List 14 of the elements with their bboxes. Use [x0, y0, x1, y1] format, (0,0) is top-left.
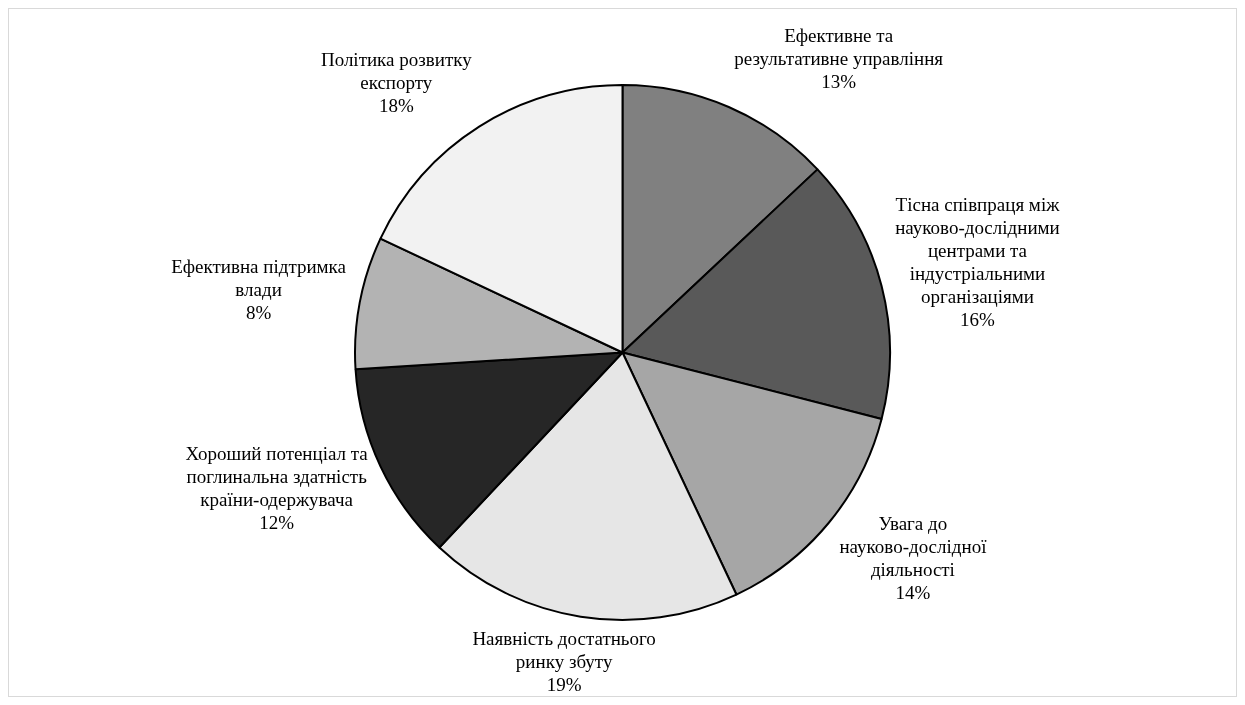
slice-label: Увага до науково-дослідної діяльності: [839, 512, 988, 580]
slice-label: Хороший потенціал та поглинальна здатність країни-одержувача: [185, 443, 369, 511]
slice-label: Тісна співпраця між науково-дослідними центрами та індустріальними організаціями: [895, 193, 1061, 307]
slice-label: Ефективне та результативне управління: [734, 25, 944, 70]
data-label: 12%: [259, 512, 295, 534]
data-label: 13%: [821, 71, 857, 93]
data-label: 19%: [546, 673, 582, 695]
slice-label: Політика розвитку експорту: [320, 48, 473, 93]
slice-label: Ефективна підтримка влади: [171, 256, 347, 301]
data-label: 18%: [378, 94, 414, 116]
data-label: 8%: [245, 302, 272, 324]
slice-label: Наявність достатнього ринку збуту: [472, 627, 656, 672]
data-label: 14%: [895, 581, 931, 603]
data-label: 16%: [960, 308, 996, 330]
